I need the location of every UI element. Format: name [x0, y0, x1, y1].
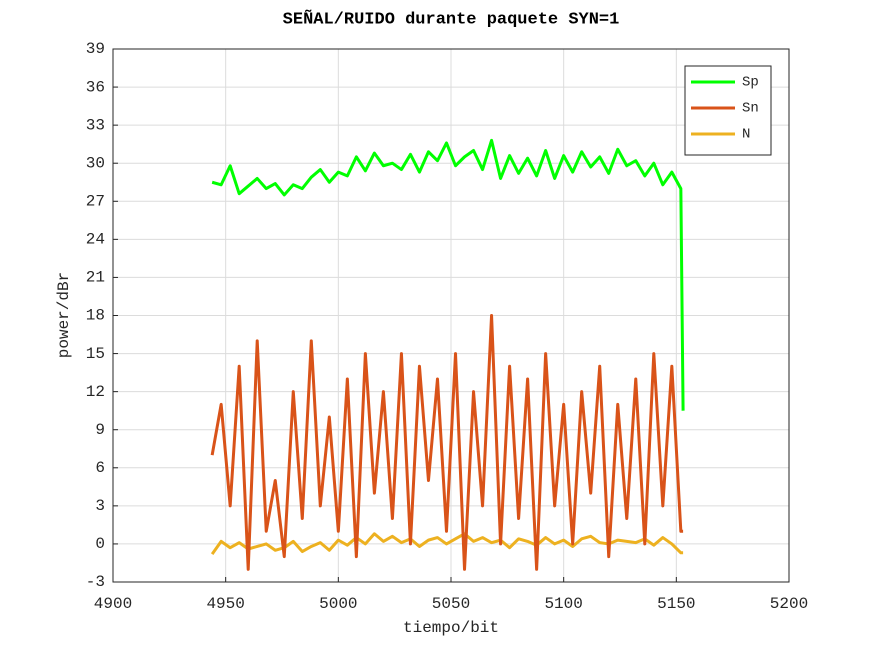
y-tick-label: 9: [95, 421, 105, 439]
legend-label: Sp: [742, 75, 759, 91]
y-tick-label: 39: [86, 40, 105, 58]
legend-label: Sn: [742, 101, 759, 117]
y-tick-label: 21: [86, 269, 105, 287]
x-tick-label: 5000: [319, 595, 357, 613]
x-axis-label: tiempo/bit: [403, 619, 499, 637]
x-tick-label: 5050: [432, 595, 470, 613]
y-tick-label: 0: [95, 535, 105, 553]
plot-frame: [112, 48, 790, 583]
x-tick-label: 5100: [544, 595, 582, 613]
series-line: [211, 138, 685, 411]
x-tick-label: 5150: [657, 595, 695, 613]
y-tick-label: 36: [86, 78, 105, 96]
y-tick-label: 27: [86, 193, 105, 211]
y-tick-label: -3: [86, 573, 105, 591]
x-tick-label: 5200: [770, 595, 808, 613]
y-tick-label: 24: [86, 231, 105, 249]
x-tick-label: 4950: [206, 595, 244, 613]
y-axis-label: power/dBr: [55, 272, 73, 358]
series-line: [210, 314, 684, 571]
legend-label: N: [742, 127, 750, 143]
y-tick-label: 18: [86, 307, 105, 325]
x-tick-label: 4900: [94, 595, 132, 613]
plot-area: [210, 138, 685, 571]
chart-title: SEÑAL/RUIDO durante paquete SYN=1: [283, 8, 620, 29]
y-tick-label: 30: [86, 154, 105, 172]
y-tick-label: 33: [86, 116, 105, 134]
y-tick-label: 15: [86, 345, 105, 363]
y-tick-label: 6: [95, 459, 105, 477]
y-tick-label: 3: [95, 497, 105, 515]
y-tick-label: 12: [86, 383, 105, 401]
